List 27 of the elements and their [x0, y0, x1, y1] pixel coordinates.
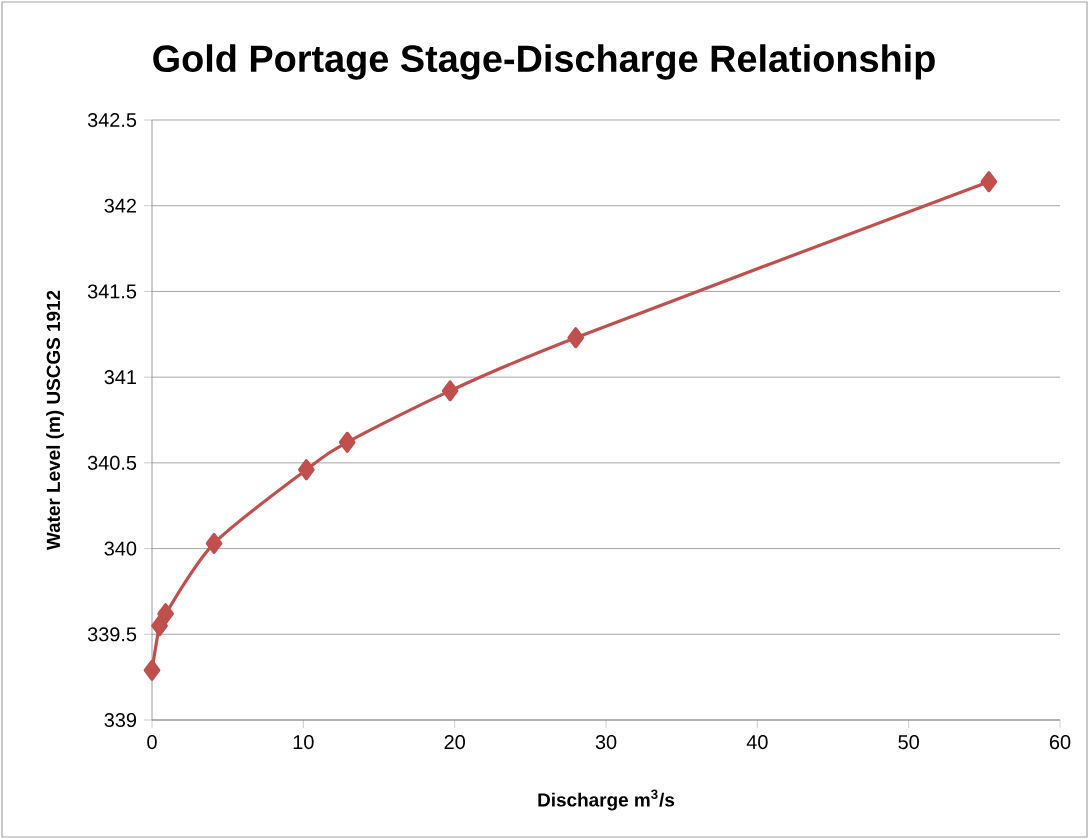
chart-title: Gold Portage Stage-Discharge Relationship — [153, 44, 935, 80]
x-tick-label: 40 — [746, 735, 768, 750]
point — [151, 615, 168, 637]
y-tick-label: 340 — [104, 541, 137, 556]
y-tick-label: 342.5 — [87, 112, 137, 128]
x-axis-title: Discharge m$^{3}$/s — [538, 789, 675, 811]
y-tick-label: 339 — [104, 712, 137, 728]
point — [567, 327, 585, 349]
x-tick-label: 20 — [444, 735, 465, 750]
y-axis-title: Water Level (m) USCGS 1912 — [46, 290, 64, 551]
point — [441, 380, 459, 402]
point — [980, 171, 998, 193]
y-tick-label: 340.5 — [87, 455, 137, 470]
point — [205, 532, 223, 554]
x-tick-label: 30 — [595, 735, 617, 750]
y-tick-label: 341.5 — [87, 284, 137, 299]
y-tick-label: 339.5 — [87, 627, 137, 642]
x-tick-label: 50 — [898, 735, 919, 750]
y-tick-label: 342 — [104, 198, 136, 213]
x-tick-label: 10 — [293, 735, 314, 750]
point — [298, 459, 315, 481]
x-tick-label: 60 — [1049, 735, 1071, 750]
point — [143, 659, 161, 681]
x-tick-label: 0 — [147, 735, 157, 750]
point — [338, 431, 356, 453]
y-tick-label: 341 — [104, 370, 136, 385]
point — [157, 603, 174, 625]
